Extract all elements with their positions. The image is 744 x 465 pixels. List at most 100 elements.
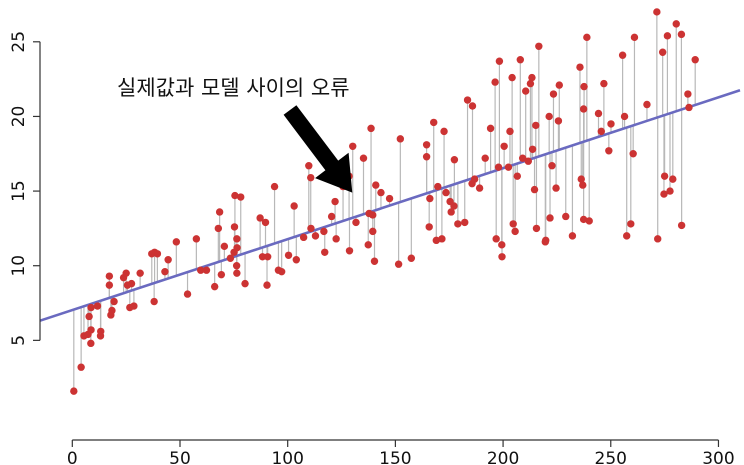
data-point-63	[307, 224, 315, 233]
data-point-41	[230, 223, 239, 231]
residual-lines	[73, 11, 696, 392]
y-tick-label-15: 15	[9, 180, 29, 202]
data-point-62	[307, 173, 315, 182]
data-point-132	[532, 121, 540, 130]
data-point-146	[576, 63, 584, 71]
data-point-103	[461, 218, 469, 227]
data-point-121	[509, 220, 517, 228]
data-point-21	[130, 302, 138, 310]
data-point-51	[261, 218, 270, 227]
data-point-58	[290, 202, 298, 210]
data-point-147	[577, 175, 585, 183]
data-point-42	[231, 191, 239, 200]
data-point-37	[217, 270, 226, 279]
data-point-107	[470, 175, 479, 183]
data-point-148	[579, 181, 587, 189]
data-point-38	[220, 242, 229, 251]
data-point-154	[594, 109, 603, 118]
annotation: 실제값과 모델 사이의 오류	[117, 76, 353, 193]
data-point-85	[394, 260, 403, 268]
x-tick-label-200: 200	[487, 449, 519, 465]
data-point-100	[450, 202, 458, 210]
data-point-88	[422, 153, 431, 161]
data-point-96	[440, 127, 448, 136]
data-point-102	[454, 220, 462, 228]
data-point-126	[521, 87, 530, 95]
data-point-173	[669, 175, 677, 183]
data-point-123	[513, 172, 521, 180]
data-point-4	[85, 312, 93, 321]
data-point-108	[475, 184, 484, 192]
data-point-72	[345, 247, 354, 255]
data-point-165	[643, 100, 651, 109]
y-tick-label-25: 25	[9, 31, 29, 53]
data-point-152	[583, 33, 591, 42]
data-point-69	[332, 235, 340, 243]
data-point-129	[528, 73, 536, 82]
data-point-20	[127, 279, 136, 288]
data-point-130	[528, 145, 537, 153]
data-point-93	[432, 236, 441, 245]
data-point-149	[579, 105, 588, 113]
data-point-60	[299, 233, 308, 242]
data-point-117	[500, 142, 508, 150]
data-point-17	[122, 269, 130, 277]
data-point-49	[256, 214, 264, 222]
data-point-145	[568, 232, 577, 240]
x-tick-label-250: 250	[595, 449, 627, 465]
data-point-48	[241, 279, 249, 288]
data-point-75	[359, 154, 368, 162]
data-point-46	[233, 244, 241, 252]
data-point-143	[555, 81, 563, 89]
data-point-172	[666, 187, 674, 195]
data-point-31	[192, 235, 201, 243]
data-point-76	[364, 241, 372, 249]
data-point-66	[321, 248, 329, 256]
data-point-116	[498, 253, 506, 261]
data-point-0	[70, 387, 78, 395]
data-point-115	[498, 241, 506, 249]
data-point-35	[214, 224, 223, 233]
data-point-106	[468, 102, 477, 110]
data-point-1	[77, 363, 85, 371]
data-point-155	[597, 127, 605, 136]
data-point-122	[511, 227, 519, 236]
data-point-45	[233, 235, 241, 243]
data-point-131	[530, 185, 539, 194]
x-tick-label-300: 300	[702, 449, 734, 465]
data-point-171	[663, 32, 672, 40]
data-point-74	[352, 218, 360, 227]
data-point-113	[494, 163, 503, 171]
data-point-24	[150, 297, 158, 306]
data-point-138	[546, 214, 554, 222]
data-point-87	[407, 254, 416, 262]
data-point-151	[580, 82, 588, 91]
data-point-141	[552, 184, 560, 192]
y-tick-label-5: 5	[9, 335, 29, 346]
data-point-73	[349, 142, 357, 150]
data-point-168	[658, 48, 667, 56]
data-point-61	[305, 162, 313, 170]
data-point-83	[377, 188, 385, 197]
data-point-179	[691, 56, 699, 64]
data-point-162	[627, 220, 635, 228]
data-point-178	[685, 103, 693, 112]
data-point-156	[600, 79, 608, 88]
data-point-57	[284, 251, 293, 259]
x-tick-label-50: 50	[169, 449, 191, 465]
data-point-22	[136, 269, 144, 277]
data-point-11	[105, 272, 114, 280]
data-point-68	[331, 197, 339, 206]
data-point-157	[605, 147, 613, 155]
data-point-80	[369, 211, 377, 219]
annotation-arrow	[283, 105, 353, 193]
data-point-78	[367, 124, 375, 133]
data-point-104	[463, 96, 472, 104]
data-point-30	[183, 290, 192, 298]
data-point-95	[438, 235, 446, 243]
data-point-67	[327, 212, 336, 221]
data-point-153	[585, 217, 593, 225]
x-tick-label-100: 100	[271, 449, 303, 465]
data-point-8	[93, 302, 102, 310]
data-point-177	[684, 90, 692, 98]
